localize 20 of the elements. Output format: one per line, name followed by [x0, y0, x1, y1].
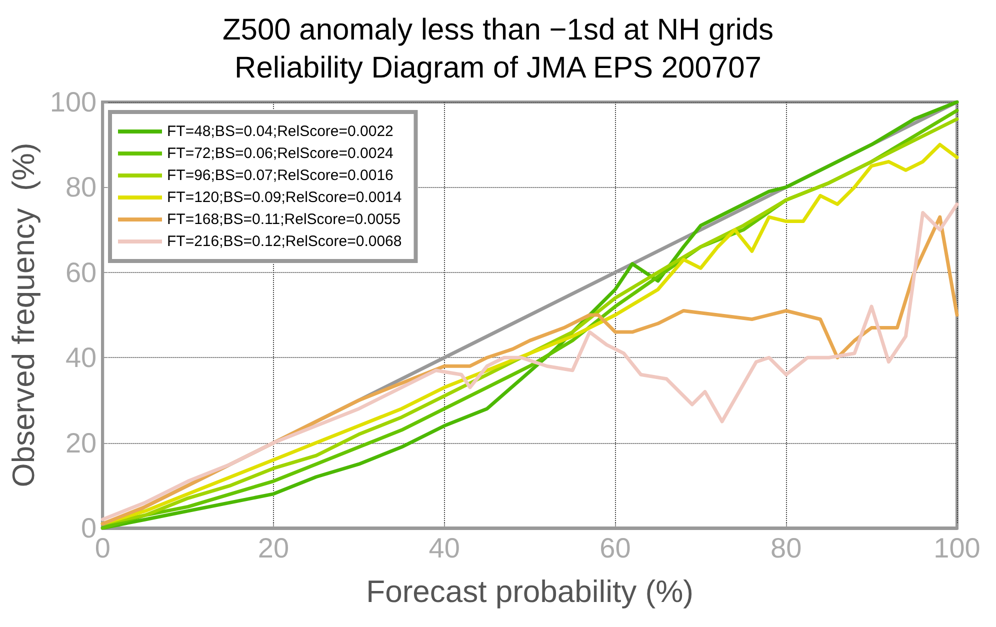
y-tick-label: 80	[65, 172, 97, 203]
x-tick-label: 100	[934, 532, 980, 564]
legend-label: FT=216;BS=0.12;RelScore=0.0068	[167, 233, 402, 250]
x-tick-label: 20	[258, 532, 290, 564]
chart-title: Z500 anomaly less than −1sd at NH grids Reliability Diagram of JMA EPS 200707	[222, 14, 774, 84]
legend-label: FT=72;BS=0.06;RelScore=0.0024	[167, 145, 394, 162]
y-tick-label: 0	[81, 512, 97, 544]
y-axis-title: Observed frequency (%)	[6, 142, 41, 488]
x-axis-title: Forecast probability (%)	[366, 574, 694, 609]
y-tick-label: 100	[50, 86, 97, 118]
legend-label: FT=96;BS=0.07;RelScore=0.0016	[167, 167, 394, 184]
x-tick-label: 60	[600, 532, 631, 564]
legend-label: FT=120;BS=0.09;RelScore=0.0014	[167, 189, 402, 206]
y-tick-label: 60	[65, 256, 97, 288]
x-tick-label: 40	[428, 532, 460, 564]
y-tick-label: 40	[65, 342, 97, 374]
legend-label: FT=48;BS=0.04;RelScore=0.0022	[167, 123, 394, 140]
legend-label: FT=168;BS=0.11;RelScore=0.0055	[167, 211, 401, 228]
x-tick-label: 80	[770, 532, 802, 564]
y-tick-label: 20	[65, 427, 97, 458]
